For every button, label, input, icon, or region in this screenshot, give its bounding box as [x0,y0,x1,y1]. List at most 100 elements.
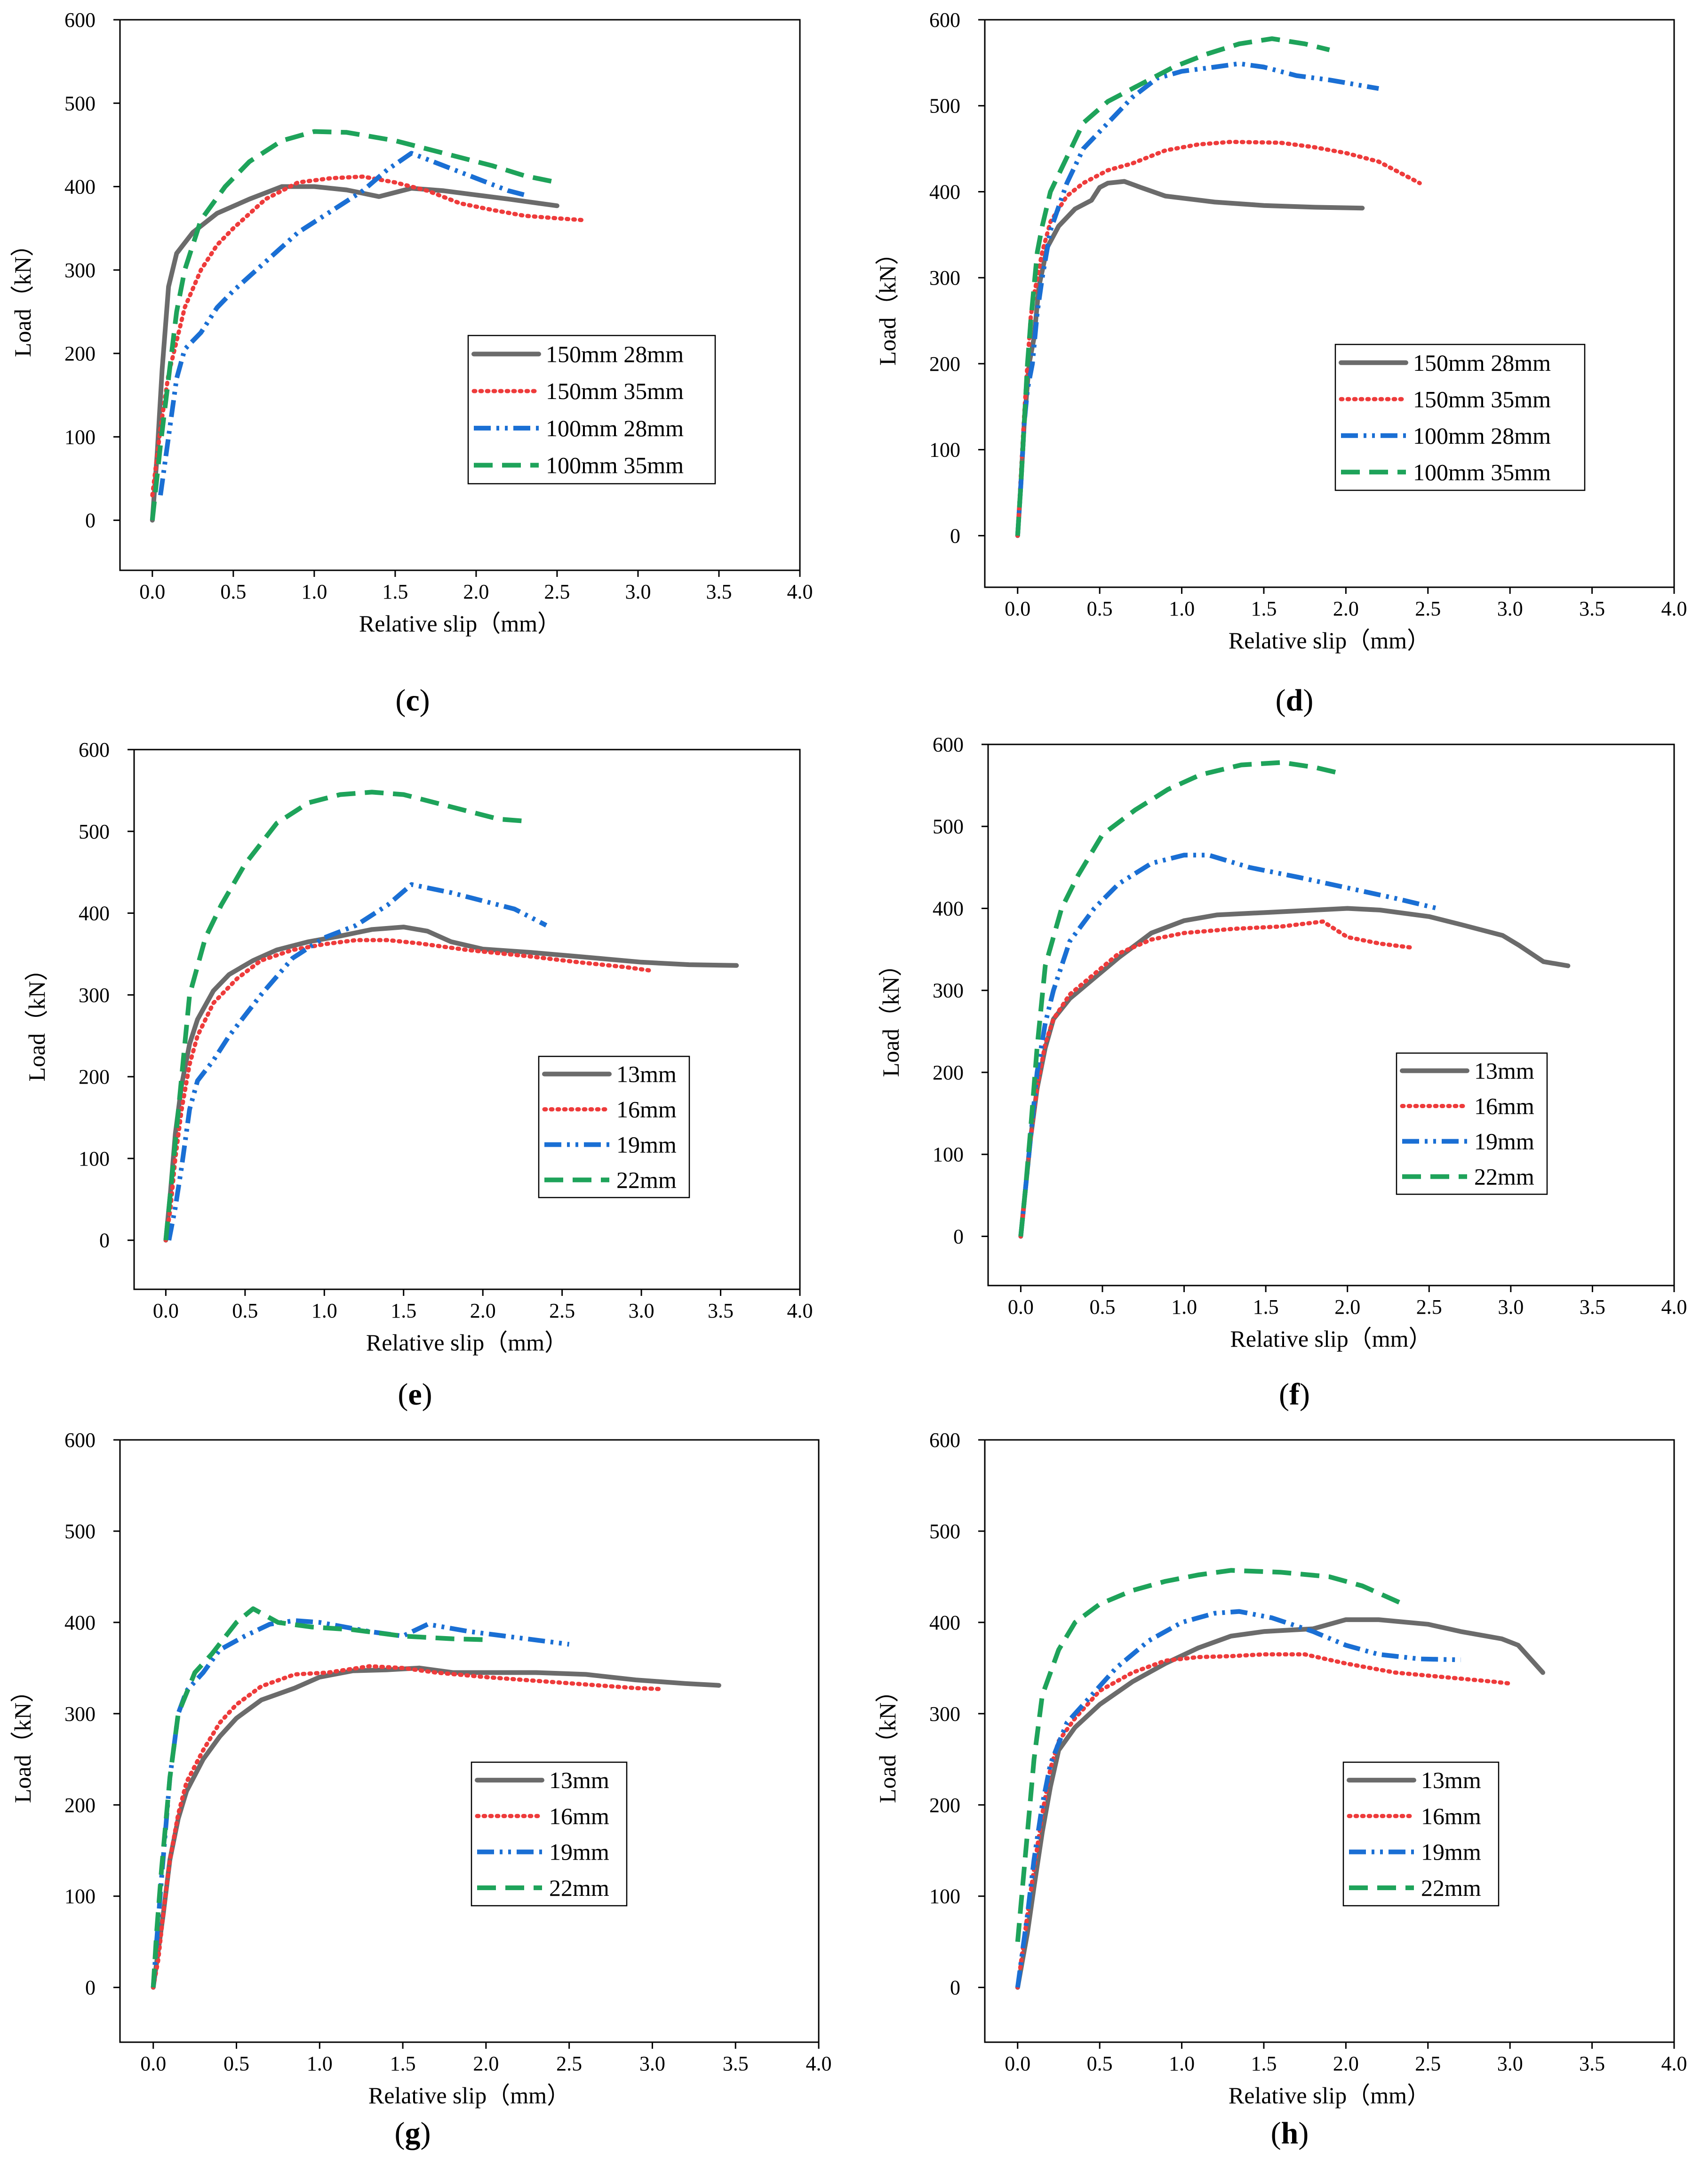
y-tick-label: 400 [79,902,110,925]
x-axis-title: Relative slip（mm） [368,2082,570,2109]
legend-label-4: 22mm [1421,1875,1481,1901]
x-tick-label: 3.5 [708,1299,734,1322]
chart-panel-e: 0.0 0.5 1.0 1.5 2.0 2.5 3.0 3.5 4.0 0 100 200 300 400… [24,738,813,1412]
legend-label-3: 19mm [549,1839,609,1865]
y-tick-label: 500 [933,815,964,838]
x-tick-label: 0.0 [1005,2052,1030,2075]
x-tick-label: 4.0 [806,2052,832,2075]
x-tick-label: 0.5 [232,1299,258,1322]
legend-label-4: 22mm [1474,1164,1534,1190]
legend-label-2: 150mm 35mm [546,378,684,404]
caption-letter: c [406,683,419,718]
y-tick-label: 200 [929,352,960,375]
x-tick-label: 2.5 [1415,597,1441,620]
y-tick-label: 200 [64,342,96,365]
y-tick-label: 600 [64,8,96,32]
caption-close-paren: ) [1303,683,1313,718]
chart-panel-d: 0.0 0.5 1.0 1.5 2.0 2.5 3.0 3.5 4.0 0 100 200 300 400… [874,8,1687,718]
legend: 150mm 28mm 150mm 35mm 100mm 28mm 100mm 35mm [1334,344,1586,491]
series-line-4 [1018,760,1340,1237]
x-axis-title: Relative slip（mm） [366,1329,568,1356]
caption-close-paren: ) [1298,2116,1309,2150]
x-tick-label: 0.0 [139,580,165,603]
legend-label-4: 22mm [616,1167,677,1193]
x-tick-label: 2.0 [463,580,489,603]
caption-letter: g [405,2116,421,2150]
x-tick-label: 2.5 [549,1299,575,1322]
legend-label-2: 16mm [616,1096,677,1123]
panel-caption: (g) [395,2116,431,2150]
y-tick-label: 0 [85,1976,96,1999]
plot-frame [984,19,1675,588]
caption-open-paren: ( [398,1377,408,1412]
y-tick-label: 200 [929,1794,960,1817]
x-tick-label: 2.0 [473,2052,499,2075]
series-line-3 [1015,61,1379,536]
legend-label-3: 19mm [616,1132,677,1158]
y-tick-label: 300 [929,1702,960,1726]
plot-frame [119,19,801,571]
series-line-2 [1015,140,1422,538]
y-axis-title: Load（kN） [9,233,36,357]
x-tick-label: 2.0 [1333,597,1359,620]
caption-close-paren: ) [422,1377,432,1412]
x-tick-label: 3.0 [625,580,651,603]
caption-letter: f [1289,1377,1300,1412]
y-tick-label: 100 [64,425,96,448]
x-tick-label: 2.5 [556,2052,582,2075]
y-tick-label: 300 [933,979,964,1002]
y-tick-label: 300 [64,259,96,282]
x-tick-label: 0.0 [1008,1295,1034,1318]
legend: 13mm 16mm 19mm 22mm [1342,1761,1500,1907]
legend-label-2: 16mm [1421,1803,1481,1829]
caption-close-paren: ) [420,683,430,718]
y-tick-label: 500 [929,95,960,118]
plot-frame [984,1439,1675,2043]
series-line-1 [1015,1617,1545,1990]
series-line-4 [1015,1568,1405,1942]
x-tick-label: 1.5 [391,1299,416,1322]
legend-label-1: 13mm [616,1061,677,1087]
series-line-1 [163,925,739,1243]
legend: 150mm 28mm 150mm 35mm 100mm 28mm 100mm 35mm [467,335,716,485]
y-axis-title: Load（kN） [878,953,904,1077]
y-tick-label: 600 [79,738,110,761]
y-tick-label: 300 [64,1702,96,1726]
x-tick-label: 1.0 [1171,1295,1197,1318]
x-tick-label: 0.5 [220,580,246,603]
legend-label-1: 150mm 28mm [1413,350,1551,376]
x-tick-label: 0.5 [1090,1295,1116,1318]
caption-open-paren: ( [395,2116,405,2150]
plot-frame [133,749,801,1290]
x-tick-label: 2.0 [1334,1295,1360,1318]
x-tick-label: 1.5 [390,2052,416,2075]
legend-box [471,1761,628,1907]
x-tick-label: 4.0 [787,580,813,603]
panel-caption: (h) [1271,2116,1309,2150]
x-tick-label: 1.5 [1253,1295,1279,1318]
plot-frame [119,1439,820,2043]
legend-label-4: 22mm [549,1875,609,1901]
legend: 13mm 16mm 19mm 22mm [538,1055,690,1198]
legend-label-1: 13mm [1474,1058,1534,1084]
y-tick-label: 200 [64,1794,96,1817]
series-line-4 [1015,36,1330,536]
caption-close-paren: ) [421,2116,431,2150]
x-tick-label: 0.5 [1087,2052,1113,2075]
legend-label-2: 16mm [549,1803,609,1829]
x-tick-label: 2.5 [1416,1295,1442,1318]
y-tick-label: 300 [929,266,960,289]
series-line-2 [150,174,583,497]
series-line-2 [163,938,652,1243]
legend-label-3: 19mm [1421,1839,1481,1865]
y-axis-title: Load（kN） [874,1679,901,1803]
x-tick-label: 0.5 [223,2052,249,2075]
chart-panel-h: 0.0 0.5 1.0 1.5 2.0 2.5 3.0 3.5 4.0 0 100 200 300 400… [874,1429,1687,2150]
legend-box [1334,344,1586,491]
x-tick-label: 3.5 [723,2052,749,2075]
y-tick-label: 200 [79,1065,110,1088]
y-tick-label: 400 [64,1611,96,1634]
series-line-3 [167,882,548,1241]
y-tick-label: 0 [950,1976,960,1999]
y-tick-label: 100 [64,1885,96,1908]
